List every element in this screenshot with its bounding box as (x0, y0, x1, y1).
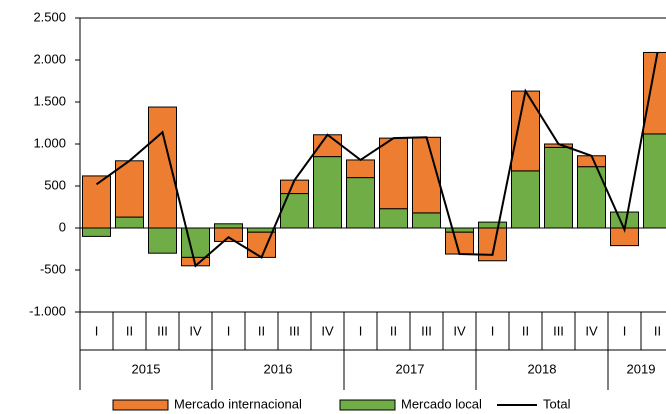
x-tick-label: I (491, 323, 495, 338)
y-tick-label: 1.000 (33, 135, 66, 150)
bar (544, 146, 573, 229)
bar (214, 227, 243, 242)
legend-swatch (339, 399, 396, 411)
year-label: 2015 (132, 361, 161, 376)
bar (148, 106, 177, 229)
x-tick-label: III (421, 323, 432, 338)
y-tick-label: -500 (40, 261, 66, 276)
bar (148, 227, 177, 254)
year-label: 2018 (528, 361, 557, 376)
y-tick-label: 500 (44, 177, 66, 192)
bar (115, 160, 144, 218)
bar (511, 90, 540, 172)
bar (214, 223, 243, 229)
x-tick-label: IV (321, 323, 334, 338)
bar (412, 136, 441, 214)
y-tick-label: 2.000 (33, 51, 66, 66)
x-tick-label: I (227, 323, 231, 338)
legend-label: Mercado internacional (174, 396, 302, 411)
x-tick-label: II (654, 323, 661, 338)
x-tick-label: II (522, 323, 529, 338)
bar (379, 208, 408, 229)
bar (346, 177, 375, 229)
x-tick-label: IV (189, 323, 202, 338)
bar (82, 175, 111, 229)
bar (379, 137, 408, 210)
y-tick-label: 0 (59, 219, 66, 234)
x-tick-label: I (623, 323, 627, 338)
bar (181, 227, 210, 258)
bar (346, 159, 375, 179)
legend-label: Mercado local (401, 396, 482, 411)
bar (643, 133, 666, 229)
year-label: 2016 (264, 361, 293, 376)
y-tick-label: 1.500 (33, 93, 66, 108)
bar (280, 193, 309, 229)
year-label: 2019 (627, 361, 656, 376)
legend-label: Total (543, 396, 571, 411)
bar (115, 216, 144, 229)
bar (412, 212, 441, 229)
legend-swatch (112, 399, 169, 411)
x-tick-label: IV (453, 323, 466, 338)
x-tick-label: II (390, 323, 397, 338)
total-line (95, 52, 659, 268)
y-tick-label: 2.500 (33, 9, 66, 24)
bar (247, 227, 276, 233)
x-tick-label: II (258, 323, 265, 338)
x-tick-label: III (553, 323, 564, 338)
bar (478, 221, 507, 229)
x-tick-label: III (157, 323, 168, 338)
bar (313, 134, 342, 158)
y-tick-label: -1.000 (29, 303, 66, 318)
bar (511, 170, 540, 229)
bar (82, 227, 111, 237)
x-tick-label: IV (585, 323, 598, 338)
x-tick-label: I (95, 323, 99, 338)
x-tick-label: I (359, 323, 363, 338)
x-tick-label: II (126, 323, 133, 338)
year-label: 2017 (396, 361, 425, 376)
bar (445, 227, 474, 233)
x-tick-label: III (289, 323, 300, 338)
bar (313, 156, 342, 229)
